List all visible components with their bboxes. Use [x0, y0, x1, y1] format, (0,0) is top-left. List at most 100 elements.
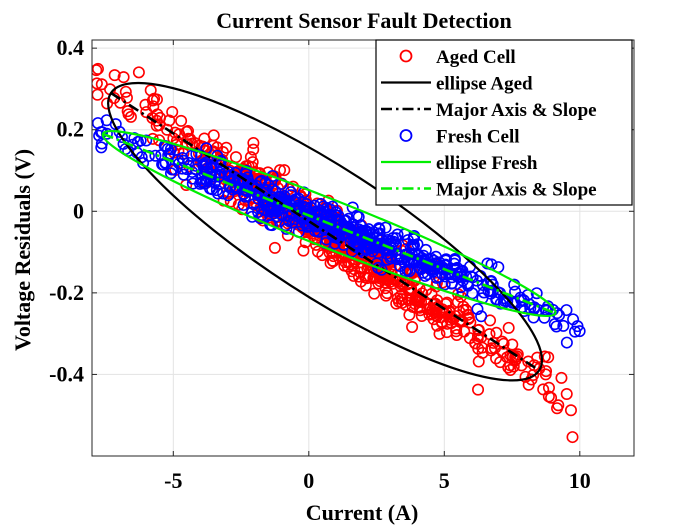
legend-entry: ellipse Aged — [381, 74, 533, 95]
data-point — [456, 315, 469, 328]
legend-marker — [399, 49, 413, 63]
data-point — [440, 326, 453, 339]
data-point — [551, 402, 564, 415]
data-point — [268, 241, 281, 254]
data-point — [504, 363, 517, 376]
data-point — [494, 356, 507, 369]
data-point — [379, 221, 392, 234]
data-point — [419, 243, 432, 256]
data-point — [353, 226, 366, 239]
data-point — [379, 289, 392, 302]
plot-content — [92, 62, 586, 444]
data-point — [393, 260, 406, 273]
y-axis-label: Voltage Residuals (V) — [10, 149, 35, 351]
data-point — [417, 258, 430, 271]
data-point — [406, 321, 419, 334]
data-point — [413, 294, 426, 307]
data-point — [204, 174, 217, 187]
data-point — [346, 201, 359, 214]
data-point — [117, 71, 130, 84]
x-tick-label: 10 — [569, 468, 591, 493]
data-point — [542, 351, 555, 364]
data-point — [368, 287, 381, 300]
data-point — [566, 431, 579, 444]
legend-label: Major Axis & Slope — [436, 100, 597, 121]
data-point — [185, 149, 198, 162]
data-point — [435, 315, 448, 328]
data-point — [386, 277, 399, 290]
data-point — [119, 85, 132, 98]
data-point — [314, 197, 327, 210]
data-point — [316, 249, 329, 262]
data-point — [384, 250, 397, 263]
data-point — [569, 325, 582, 338]
data-point — [101, 97, 114, 110]
x-tick-label: 5 — [439, 468, 450, 493]
data-point — [332, 209, 345, 222]
legend-marker — [399, 129, 413, 142]
legend-entry: ellipse Fresh — [381, 153, 538, 174]
data-point — [151, 108, 164, 121]
data-point — [95, 141, 108, 154]
data-point — [247, 143, 260, 156]
data-point — [449, 263, 462, 276]
data-point — [530, 287, 543, 300]
data-point — [395, 293, 408, 306]
data-point — [475, 310, 488, 323]
data-point — [247, 136, 260, 149]
major-axis-line — [102, 132, 556, 315]
data-point — [108, 69, 121, 82]
data-point — [438, 278, 451, 291]
legend-box — [375, 39, 633, 206]
legend-entry: Major Axis & Slope — [381, 180, 597, 201]
legend: Aged Cell ellipse Aged Major Axis & Slope F… — [375, 39, 633, 206]
y-tick-label: 0.4 — [57, 35, 85, 60]
data-point — [167, 163, 180, 176]
legend-label: Major Axis & Slope — [436, 180, 597, 201]
data-point — [557, 319, 570, 332]
data-point — [175, 114, 188, 127]
data-point — [490, 352, 503, 365]
data-point — [542, 381, 555, 394]
data-point — [387, 235, 400, 248]
data-point — [120, 91, 133, 104]
data-point — [264, 202, 277, 215]
data-point — [214, 158, 227, 171]
data-point — [567, 313, 580, 326]
x-tick-label: -5 — [164, 468, 182, 493]
data-point — [246, 156, 259, 169]
data-point — [254, 175, 267, 188]
data-point — [246, 210, 259, 223]
data-point — [560, 336, 573, 349]
data-point — [177, 168, 190, 181]
data-point — [318, 223, 331, 236]
data-point — [472, 383, 485, 396]
major-axis-line — [110, 91, 540, 372]
axes-frame — [91, 39, 635, 457]
data-point — [427, 254, 440, 267]
data-point — [92, 77, 103, 90]
data-point — [366, 228, 379, 241]
x-tick-label: 0 — [303, 468, 314, 493]
data-point — [180, 125, 193, 138]
data-point — [423, 308, 436, 321]
legend-label: ellipse Aged — [436, 74, 533, 95]
legend-label: Fresh Cell — [436, 127, 520, 148]
axes: -5 0 5 10 -0.4 -0.2 0 0.2 0.4 — [49, 35, 635, 493]
legend-label: ellipse Fresh — [436, 153, 538, 174]
data-point — [237, 198, 250, 211]
data-point — [403, 308, 416, 321]
plot-area — [92, 62, 586, 444]
chart-title: Current Sensor Fault Detection — [216, 8, 512, 33]
data-point — [471, 303, 484, 316]
legend-entry: Fresh Cell — [399, 127, 520, 148]
x-axis-label: Current (A) — [306, 500, 419, 525]
data-point — [292, 201, 305, 214]
data-point — [224, 195, 237, 208]
data-point — [509, 285, 522, 298]
data-point — [354, 275, 367, 288]
data-point — [265, 219, 278, 232]
data-point — [240, 181, 253, 194]
data-point — [445, 277, 458, 290]
data-point — [140, 134, 153, 147]
